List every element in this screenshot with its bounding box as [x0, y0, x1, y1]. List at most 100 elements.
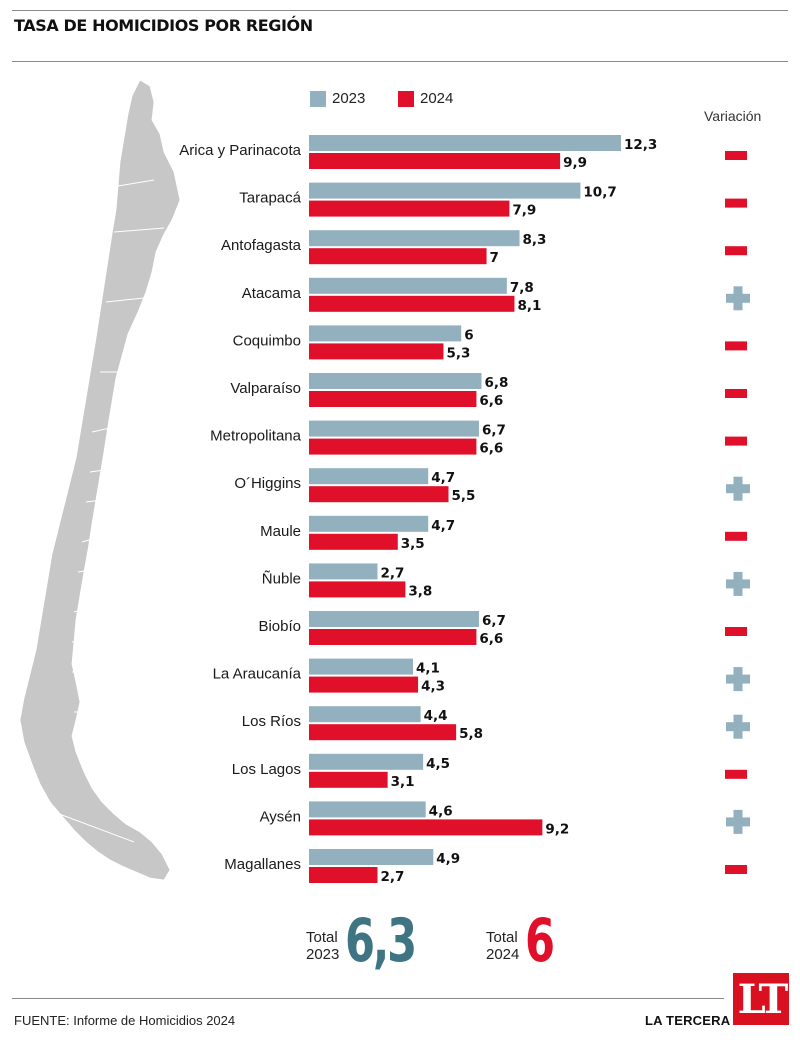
legend-2024: 2024 — [398, 90, 453, 107]
bar-2024 — [309, 343, 444, 360]
variation-minus-icon — [725, 389, 747, 398]
data-label-2023: 7,8 — [510, 280, 534, 296]
legend-swatch-2024 — [398, 90, 414, 107]
bar-2023 — [309, 563, 378, 580]
data-label-2024: 3,5 — [401, 536, 425, 552]
variation-minus-icon — [725, 436, 747, 446]
bar-2023 — [309, 373, 482, 389]
total-2023: Total 2023 6,3 — [306, 906, 443, 976]
variation-minus-icon — [725, 627, 747, 636]
data-label-2024: 7,9 — [512, 203, 536, 219]
category-label: Valparaíso — [230, 380, 301, 397]
bar-2024 — [309, 724, 457, 741]
data-label-2024: 7 — [490, 250, 499, 266]
variation-plus-icon — [726, 667, 750, 692]
variation-minus-icon — [725, 865, 747, 874]
bar-2023 — [309, 515, 429, 532]
bar-2023 — [309, 135, 621, 151]
category-label: La Araucanía — [213, 666, 302, 683]
data-label-2023: 10,7 — [583, 185, 616, 201]
data-label-2023: 4,7 — [431, 518, 455, 534]
data-label-2023: 6 — [464, 327, 473, 343]
data-label-2024: 5,3 — [446, 345, 470, 361]
variation-plus-icon — [726, 809, 750, 834]
bar-2024 — [309, 248, 487, 265]
data-label-2024: 6,6 — [479, 441, 503, 457]
category-label: Magallanes — [224, 856, 301, 873]
footer-rule — [12, 998, 724, 999]
bar-2023 — [309, 230, 520, 247]
region-borders — [53, 179, 165, 843]
data-label-2024: 9,9 — [563, 155, 587, 171]
category-label: Maule — [260, 523, 301, 540]
bar-2023 — [309, 706, 421, 723]
variation-minus-icon — [725, 198, 747, 208]
title-rule — [12, 61, 788, 62]
category-label: O´Higgins — [234, 475, 301, 492]
category-label: Los Lagos — [232, 761, 301, 778]
category-label: Metropolitana — [210, 428, 302, 445]
total-2023-label-line1: Total — [306, 929, 338, 946]
bar-2023 — [309, 658, 413, 675]
data-label-2023: 6,8 — [484, 375, 508, 391]
bar-2023 — [309, 420, 479, 437]
data-label-2023: 12,3 — [624, 137, 657, 153]
source-note: FUENTE: Informe de Homicidios 2024 — [14, 1013, 235, 1028]
bar-2024 — [309, 629, 477, 645]
bar-2024 — [309, 486, 449, 503]
bar-2024 — [309, 200, 510, 217]
variation-column-title: Variación — [704, 108, 762, 124]
data-label-2023: 8,3 — [523, 232, 547, 248]
total-2024-value: 6 — [525, 906, 555, 976]
data-label-2023: 4,5 — [426, 756, 450, 772]
category-label: Biobío — [258, 618, 301, 635]
variation-minus-icon — [725, 531, 747, 541]
category-label: Coquimbo — [233, 332, 301, 349]
total-2023-value: 6,3 — [345, 906, 417, 976]
data-label-2024: 5,8 — [459, 726, 483, 742]
data-label-2024: 9,2 — [545, 821, 569, 837]
category-label: Antofagasta — [221, 237, 302, 254]
variation-plus-icon — [726, 571, 750, 596]
data-label-2024: 6,6 — [479, 631, 503, 647]
data-label-2023: 4,4 — [424, 708, 448, 724]
chile-map-image — [19, 79, 181, 881]
legend-label-2023: 2023 — [332, 90, 366, 107]
legend-swatch-2023 — [310, 90, 326, 107]
chart-title: TASA DE HOMICIDIOS POR REGIÓN — [14, 16, 313, 35]
data-label-2024: 3,8 — [408, 583, 432, 599]
variation-plus-icon — [726, 286, 750, 311]
data-label-2023: 4,9 — [436, 851, 460, 867]
bar-2023 — [309, 801, 426, 818]
data-label-2023: 4,7 — [431, 470, 455, 486]
bar-2023 — [309, 468, 429, 485]
brand-name: LA TERCERA — [645, 1013, 731, 1028]
bar-2024 — [309, 819, 543, 836]
bar-2023 — [309, 325, 462, 342]
category-label: Ñuble — [262, 570, 301, 587]
data-label-2023: 4,1 — [416, 661, 440, 677]
bar-2024 — [309, 867, 378, 883]
source-text: Informe de Homicidios 2024 — [73, 1013, 236, 1028]
data-label-2024: 4,3 — [421, 679, 445, 695]
la-tercera-logo: LT — [733, 973, 789, 1025]
total-2023-label-line2: 2023 — [306, 946, 340, 963]
bar-chart: Arica y Parinacota 12,3 9,9 Tarapacá 10,7 7,9… — [179, 135, 750, 885]
category-label: Atacama — [242, 285, 302, 302]
bar-2024 — [309, 153, 561, 169]
data-label-2024: 2,7 — [380, 869, 404, 885]
category-label: Aysén — [260, 808, 301, 825]
chile-map-shape — [19, 79, 181, 881]
variation-plus-icon — [726, 714, 750, 739]
data-label-2023: 6,7 — [482, 613, 506, 629]
data-label-2024: 3,1 — [391, 774, 415, 790]
bar-2023 — [309, 611, 479, 627]
bar-2024 — [309, 771, 388, 788]
legend-label-2024: 2024 — [420, 90, 454, 107]
bar-2024 — [309, 533, 398, 550]
bar-2024 — [309, 295, 515, 312]
category-label: Arica y Parinacota — [179, 142, 301, 159]
data-label-2024: 8,1 — [517, 298, 541, 314]
category-label: Tarapacá — [239, 190, 301, 207]
bar-2024 — [309, 391, 477, 407]
